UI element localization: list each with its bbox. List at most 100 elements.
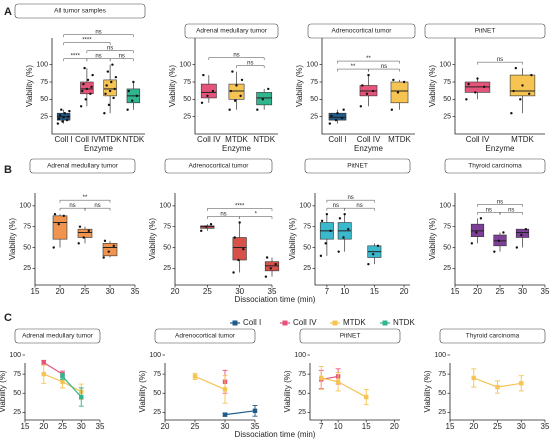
data-point <box>329 229 332 233</box>
box-body <box>102 243 118 257</box>
y-tick-label: 50 <box>183 96 191 103</box>
x-tick-label: 10 <box>334 422 343 431</box>
comparison-bracket <box>477 61 523 65</box>
x-tick-label: 35 <box>268 287 277 296</box>
data-point <box>239 94 242 98</box>
y-tick-label: 25 <box>183 114 191 121</box>
data-point <box>105 84 108 87</box>
data-point <box>320 219 324 223</box>
comparison-bracket <box>208 57 265 61</box>
data-point <box>102 256 105 259</box>
legend-swatch <box>282 320 288 326</box>
x-tick-label: 7 <box>319 422 324 431</box>
data-point <box>52 246 55 249</box>
axes <box>321 38 415 135</box>
data-point <box>53 212 57 216</box>
y-tick-label: 25 <box>40 114 48 121</box>
y-axis-label: Viability (%) <box>283 370 292 412</box>
y-tick-label: 75 <box>163 224 171 231</box>
data-point <box>527 92 531 95</box>
x-axis-label: Dissociation time (min) <box>235 430 316 439</box>
axes <box>194 38 278 135</box>
data-point <box>41 360 46 365</box>
box-body <box>390 81 409 104</box>
data-point <box>222 387 228 392</box>
data-point <box>114 75 118 79</box>
x-tick-label: 35 <box>96 422 105 431</box>
legend-label: Coll I <box>243 318 261 327</box>
data-point <box>267 87 270 91</box>
y-tick-label: 25 <box>13 409 21 416</box>
y-tick-label: 75 <box>443 79 451 86</box>
data-point <box>330 114 333 118</box>
data-point <box>467 82 470 86</box>
data-point <box>402 80 406 84</box>
data-point <box>67 115 70 118</box>
x-tick-label: Coll I <box>328 135 346 144</box>
y-axis-label: Viability (%) <box>288 218 297 260</box>
series-line <box>62 376 82 398</box>
data-point <box>127 89 130 93</box>
data-point <box>206 94 209 98</box>
panel-title-box <box>307 23 416 39</box>
x-tick-label: Coll IV <box>466 135 490 144</box>
data-point <box>502 231 505 234</box>
data-point <box>222 412 228 417</box>
data-point <box>104 92 107 95</box>
x-tick-label: 20 <box>400 287 409 296</box>
box-body <box>77 228 93 238</box>
axes <box>51 38 145 135</box>
x-tick-label: 15 <box>21 422 30 431</box>
data-point <box>65 118 69 122</box>
x-axis-label: Enzyme <box>486 144 515 153</box>
panel-title: Adrenocortical tumor <box>189 163 250 170</box>
data-point <box>235 84 238 87</box>
data-point <box>131 99 134 102</box>
legend-label: Coll IV <box>293 318 317 327</box>
data-point <box>470 242 474 245</box>
data-point <box>209 222 213 226</box>
legend-swatch <box>332 320 338 326</box>
x-tick-label: 30 <box>106 287 115 296</box>
data-point <box>338 217 342 220</box>
y-tick-label: 100 <box>434 352 446 359</box>
data-point <box>83 66 86 70</box>
data-point <box>328 122 332 125</box>
data-point <box>240 78 244 82</box>
y-axis-label: Viability (%) <box>428 218 437 260</box>
data-point <box>85 87 89 91</box>
panel-letter: A <box>4 6 12 18</box>
data-point <box>337 250 340 253</box>
comparison-label: ns <box>381 64 387 70</box>
x-tick-label: 25 <box>203 287 212 296</box>
panel-title: Adrenocortical tumor <box>332 28 393 35</box>
panel-title: Adrenocortical tumor <box>175 333 236 340</box>
comparison-label: ns <box>497 199 503 205</box>
panel-title: Thyroid carcinoma <box>468 163 522 170</box>
data-point <box>106 70 110 73</box>
data-point <box>110 80 113 84</box>
panel-title: Adrenal medullary tumor <box>196 28 268 35</box>
data-point <box>200 101 204 105</box>
comparison-bracket <box>207 216 240 219</box>
y-tick-label: 25 <box>438 409 446 416</box>
data-point <box>111 63 114 66</box>
data-point <box>82 236 85 239</box>
data-point <box>233 99 237 102</box>
data-point <box>202 73 205 77</box>
x-tick-label: 30 <box>517 422 526 431</box>
comparison-label: **** <box>235 204 245 210</box>
x-tick-label: 15 <box>370 287 379 296</box>
data-point <box>520 233 523 237</box>
x-tick-label: Coll IV <box>357 135 381 144</box>
x-tick-label: MTDK <box>99 135 122 144</box>
comparison-bracket <box>109 58 134 62</box>
x-axis-label: Enzyme <box>84 144 113 153</box>
comparison-label: ** <box>83 195 88 201</box>
data-point <box>91 73 94 77</box>
data-point <box>390 108 394 111</box>
data-point <box>60 108 63 111</box>
x-tick-label: MTDK <box>388 135 411 144</box>
x-tick-label: 20 <box>171 287 180 296</box>
axes <box>309 363 400 421</box>
